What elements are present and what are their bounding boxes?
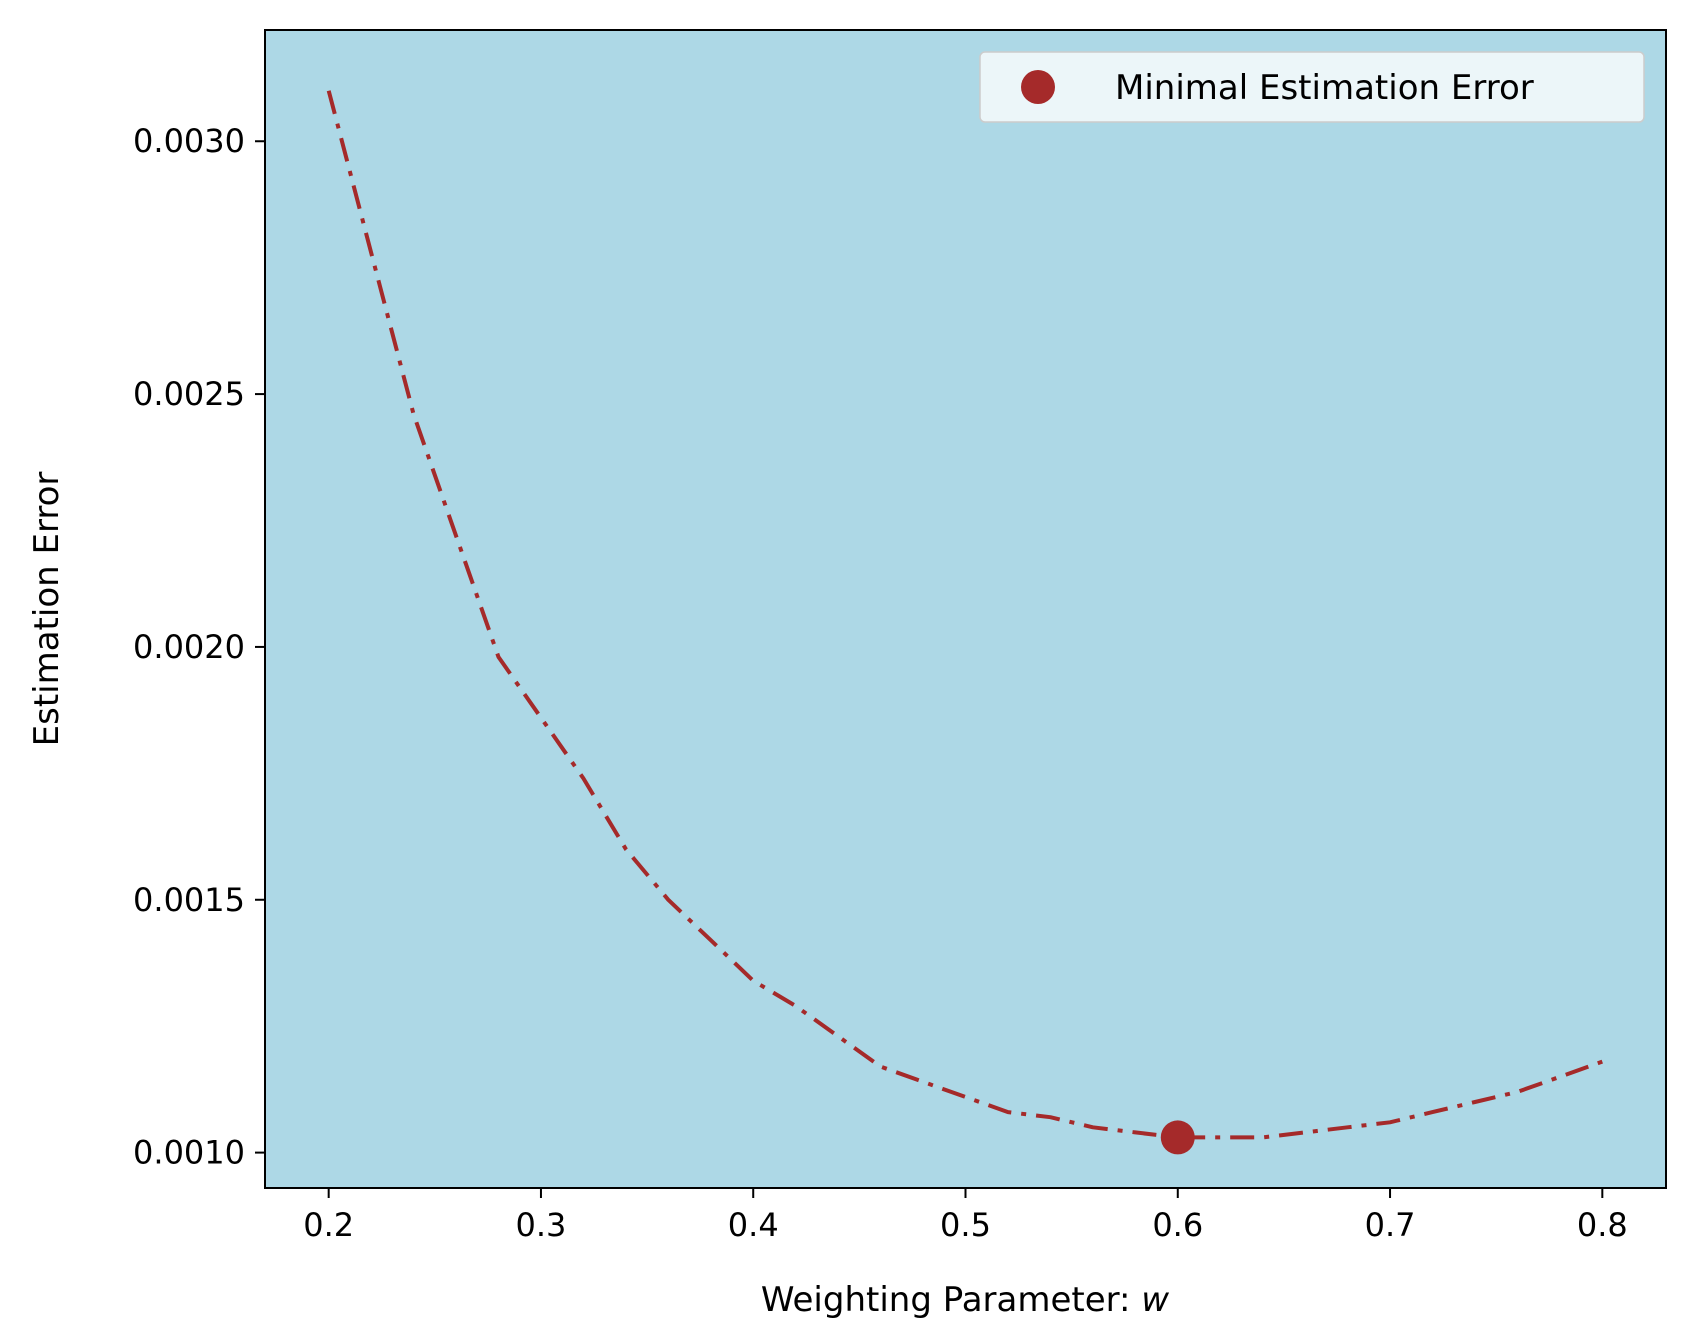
x-tick-label: 0.2 (303, 1206, 354, 1244)
x-axis-label: Weighting Parameter: w (761, 1280, 1169, 1320)
x-tick-label: 0.6 (1152, 1206, 1203, 1244)
y-tick-label: 0.0010 (133, 1134, 245, 1172)
x-tick-label: 0.4 (728, 1206, 779, 1244)
x-tick-label: 0.7 (1365, 1206, 1416, 1244)
legend: Minimal Estimation Error (979, 51, 1645, 123)
y-tick-label: 0.0020 (133, 628, 245, 666)
y-axis-ticks: 0.0010 0.0015 0.0020 0.0025 0.0030 (133, 122, 265, 1172)
y-tick-label: 0.0025 (133, 375, 245, 413)
x-tick-label: 0.5 (940, 1206, 991, 1244)
y-tick-label: 0.0015 (133, 881, 245, 919)
legend-entry-label: Minimal Estimation Error (1115, 68, 1534, 108)
series-layer (326, 90, 1603, 1155)
y-tick-label: 0.0030 (133, 122, 245, 160)
y-axis-label: Estimation Error (27, 472, 67, 747)
x-axis-ticks: 0.2 0.3 0.4 0.5 0.6 0.7 0.8 (303, 1188, 1628, 1244)
legend-marker (1021, 70, 1055, 104)
plot-area-frame (264, 29, 1667, 1189)
series-line (326, 90, 1603, 1140)
x-tick-label: 0.3 (516, 1206, 567, 1244)
min-error-point (1160, 1120, 1195, 1155)
plot-area-background (265, 30, 1666, 1188)
x-tick-label: 0.8 (1577, 1206, 1628, 1244)
legend-box (979, 51, 1645, 123)
